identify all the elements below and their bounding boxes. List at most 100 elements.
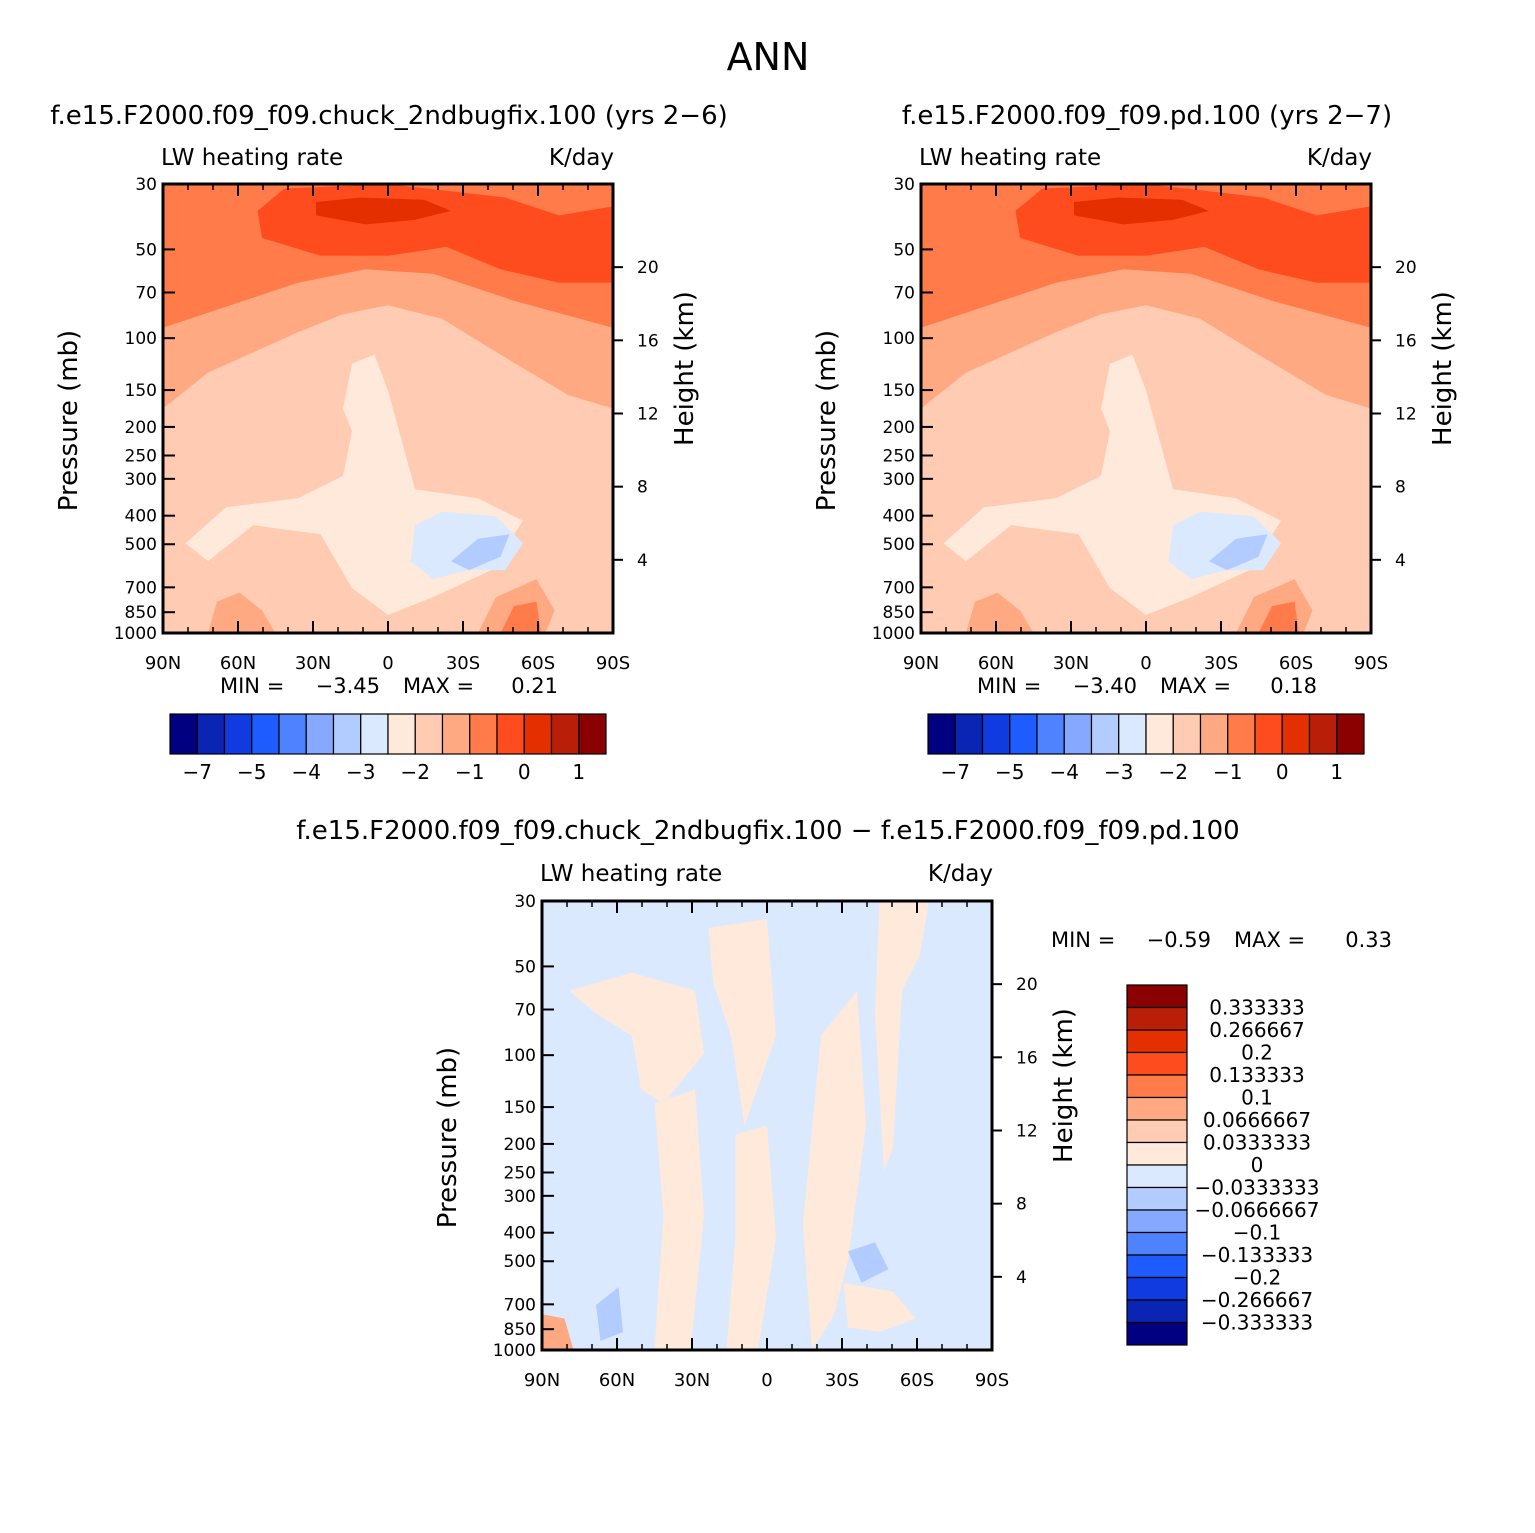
panel2-y-tick-label: 100 (883, 329, 915, 349)
panel1-colorbar-swatch (196, 713, 226, 755)
panel2-colorbar-label: −5 (995, 760, 1024, 784)
panel1-colorbar-swatch (360, 713, 389, 755)
panel3-contour-region (596, 1287, 623, 1341)
panel3-y-tick-label: 30 (514, 892, 536, 912)
panel1-colorbar-label: −2 (401, 760, 430, 784)
panel2-colorbar-swatch (1227, 713, 1256, 755)
panel1-contour-region (500, 601, 541, 633)
panel2-y-tick-label: 300 (883, 470, 915, 490)
panel1-colorbar-label: −4 (292, 760, 321, 784)
panel3-colorbar-swatch (1126, 1074, 1188, 1099)
panel3-x-tick-label: 90S (975, 1370, 1009, 1391)
panel2-y-axis-label: Pressure (mb) (812, 330, 842, 511)
panel1-y-tick-label: 50 (135, 240, 157, 260)
panel3-colorbar-swatch (1126, 1141, 1188, 1166)
panel3-colorbar: 0.3333330.2666670.20.1333330.10.06666670… (1126, 984, 1320, 1346)
panel3-y-tick-label: 700 (504, 1295, 536, 1315)
panel2-contour-region (1258, 601, 1299, 633)
panel2-colorbar: −7 −5 −4 −3 −2 −1 0 1 (927, 713, 1365, 784)
panel1-colorbar-swatch (251, 713, 280, 755)
panel2-colorbar-label: −3 (1104, 760, 1133, 784)
panel1-x-tick-label: 90S (596, 653, 630, 674)
panel2-height-tick-label: 12 (1395, 404, 1417, 424)
panel3-colorbar-label: −0.0666667 (1195, 1198, 1320, 1222)
panel1-colorbar-label: −1 (455, 760, 484, 784)
panel3-contour-region (569, 972, 704, 1103)
panel2-min-label: MIN = (977, 674, 1041, 698)
panel1-min-value: −3.45 (316, 674, 380, 698)
panel3-min-value: −0.59 (1147, 928, 1211, 952)
panel3-colorbar-swatch (1126, 1186, 1188, 1211)
panel3-colorbar-swatch (1126, 1321, 1188, 1346)
panel2-colorbar-swatch (1118, 713, 1147, 755)
panel3-y-tick-label: 200 (504, 1135, 536, 1155)
panel1-colorbar-swatch (441, 713, 471, 755)
panel1-right-axis-label: Height (km) (670, 291, 700, 446)
panel3-colorbar-label: −0.2 (1233, 1266, 1282, 1290)
panel3-height-tick-label: 16 (1016, 1048, 1038, 1068)
panel2-y-tick-label: 50 (893, 240, 915, 260)
panel3-max-label: MAX = (1234, 928, 1305, 952)
panel2-colorbar-label: −7 (941, 760, 970, 784)
panel3-colorbar-swatch (1126, 1029, 1188, 1054)
figure-title: ANN (727, 35, 810, 79)
panel2-colorbar-swatch (981, 713, 1011, 755)
panel3-y-axis-label: Pressure (mb) (433, 1047, 463, 1228)
panel2-contour-region (966, 592, 1034, 633)
panel1-height-tick-label: 8 (637, 478, 648, 498)
panel2-colorbar-label: −2 (1159, 760, 1188, 784)
panel2-right-axis-label: Height (km) (1428, 291, 1458, 446)
panel3-colorbar-label: −0.266667 (1201, 1288, 1313, 1312)
panel3-contour-region (803, 990, 866, 1350)
panel2-colorbar-swatch (927, 713, 956, 755)
panel2-x-tick-label: 30S (1204, 653, 1238, 674)
panel3-y-tick-label: 850 (504, 1320, 536, 1340)
panel3-max-value: 0.33 (1345, 928, 1392, 952)
panel1-contour-region (451, 534, 510, 571)
panel3-colorbar-label: 0.0666667 (1203, 1108, 1311, 1132)
panel1-colorbar: −7 −5 −4 −3 −2 −1 0 1 (169, 713, 607, 784)
panel1-y-tick-label: 250 (125, 446, 157, 466)
panel3-colorbar-label: −0.0333333 (1195, 1176, 1320, 1200)
panel1-y-tick-label: 500 (125, 535, 157, 555)
panel1-y-tick-label: 700 (125, 578, 157, 598)
panel1-max-label: MAX = (403, 674, 474, 698)
panel2-y-tick-label: 400 (883, 507, 915, 527)
panel3-y-tick-label: 1000 (493, 1341, 536, 1361)
panel1-contour-region (208, 592, 276, 633)
panel3-y-tick-label: 150 (504, 1098, 536, 1118)
panel3-height-tick-label: 4 (1016, 1268, 1027, 1288)
panel2-x-tick-label: 90N (903, 653, 939, 674)
panel3-x-tick-label: 90N (524, 1370, 560, 1391)
panel3-y-tick-label: 500 (504, 1252, 536, 1272)
panel2-height-tick-label: 4 (1395, 551, 1406, 571)
panel2-colorbar-swatch (1281, 713, 1311, 755)
panel2-y-tick-label: 150 (883, 381, 915, 401)
panel1-y-tick-label: 100 (125, 329, 157, 349)
panel3-height-tick-label: 20 (1016, 975, 1038, 995)
panel3-contour-region (654, 1089, 704, 1350)
panel2-x-tick-label: 60N (978, 653, 1014, 674)
panel2-y-tick-label: 1000 (872, 624, 915, 644)
panel3-contour-region (726, 1125, 776, 1350)
panel3-min-label: MIN = (1051, 928, 1115, 952)
panel1-variable-label: LW heating rate (161, 145, 343, 171)
panel2-colorbar-swatch (1308, 713, 1338, 755)
panel3-colorbar-label: −0.1 (1233, 1221, 1282, 1245)
panel2-colorbar-swatch (1036, 713, 1065, 755)
panel2-colorbar-swatch (1172, 713, 1202, 755)
panel1-x-tick-label: 30S (446, 653, 480, 674)
panel1-colorbar-swatch (578, 713, 607, 755)
panel1-colorbar-swatch (223, 713, 253, 755)
panel2-colorbar-swatch (1009, 713, 1038, 755)
panel2-colorbar-label: 1 (1330, 760, 1343, 784)
panel3-x-tick-label: 60N (599, 1370, 635, 1391)
panel2-y-tick-label: 850 (883, 603, 915, 623)
panel3-colorbar-label: 0.333333 (1209, 996, 1304, 1020)
panel1-y-tick-label: 850 (125, 603, 157, 623)
panel3-y-tick-label: 400 (504, 1224, 536, 1244)
panel2-y-tick-label: 500 (883, 535, 915, 555)
panel3-colorbar-swatch (1126, 984, 1188, 1009)
panel3-title: f.e15.F2000.f09_f09.chuck_2ndbugfix.100 … (296, 816, 1239, 846)
panel3-colorbar-label: 0.266667 (1209, 1018, 1304, 1042)
